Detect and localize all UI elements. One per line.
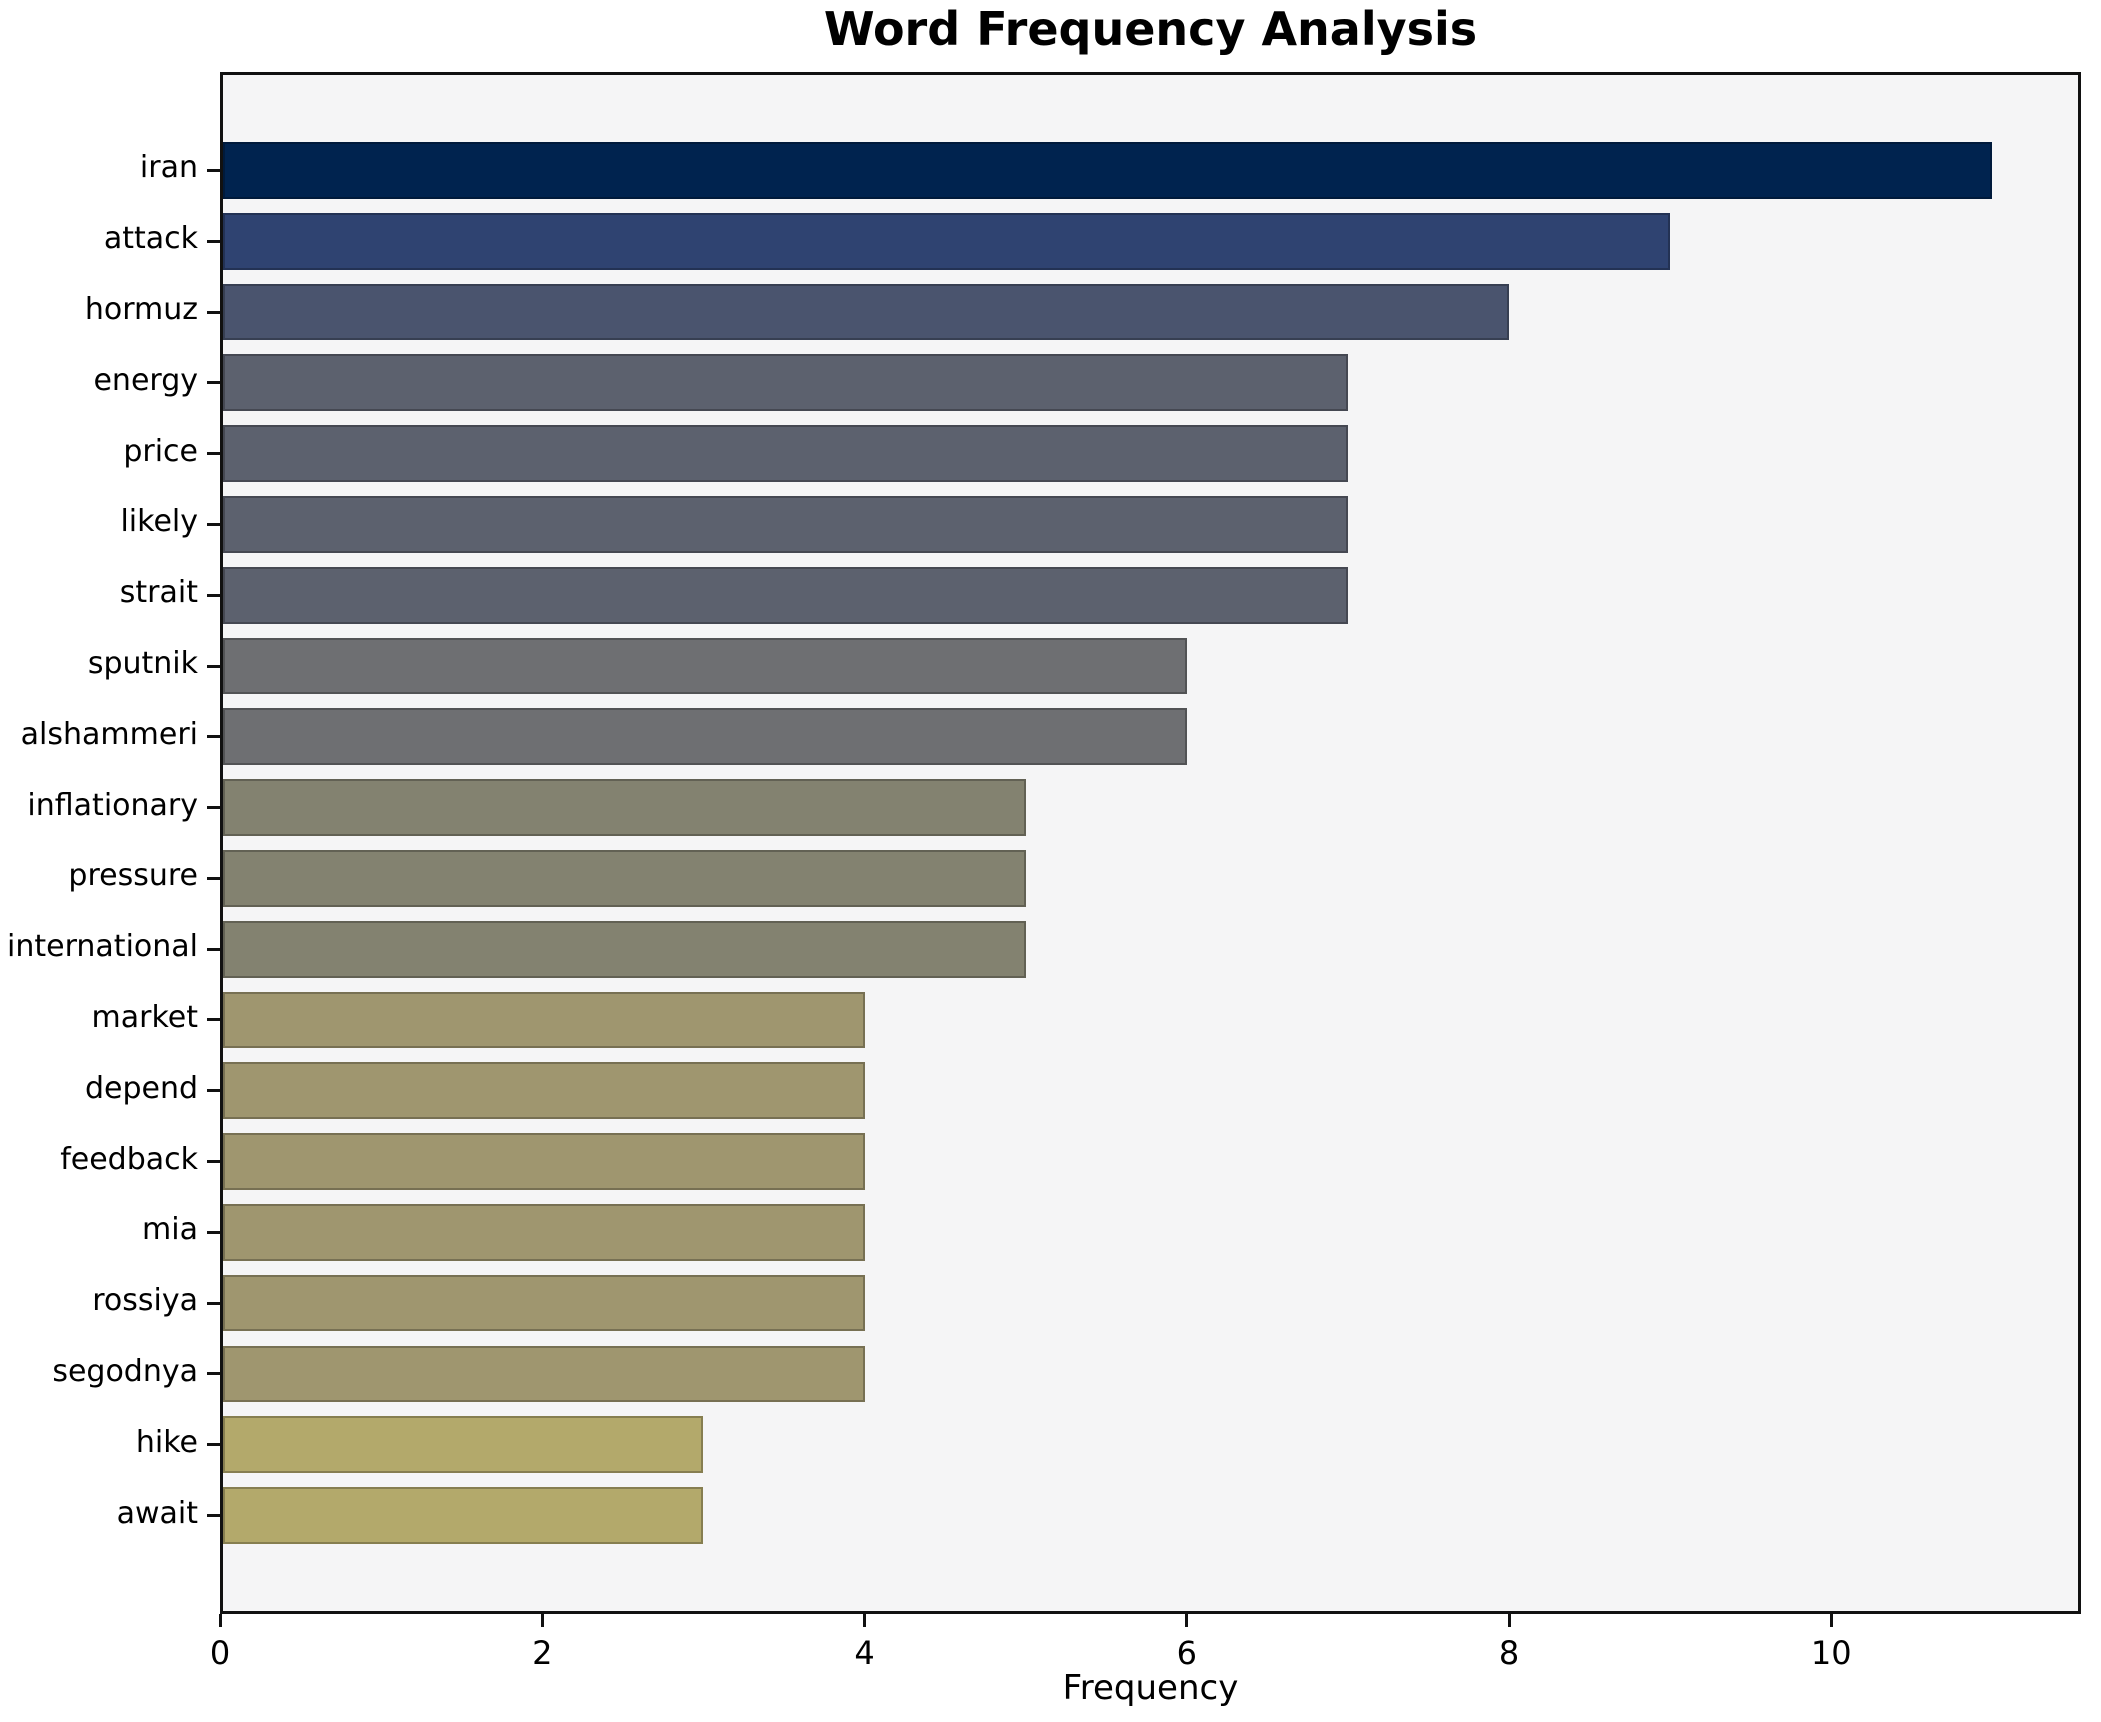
- bar-await: [223, 1487, 704, 1544]
- chart-title: Word Frequency Analysis: [823, 2, 1478, 56]
- y-tick-mark: [207, 1514, 220, 1518]
- bar-energy: [223, 354, 1348, 412]
- bar-market: [223, 991, 865, 1049]
- bar-depend: [223, 1062, 865, 1120]
- bar-price: [223, 425, 1348, 482]
- y-tick-label-attack: attack: [103, 221, 198, 257]
- y-tick-label-hormuz: hormuz: [84, 292, 198, 327]
- bar-hormuz: [223, 283, 1509, 341]
- bar-segodnya: [223, 1345, 865, 1403]
- bar-mia: [223, 1204, 865, 1261]
- bar-pressure: [223, 850, 1026, 907]
- y-tick-mark: [207, 1018, 220, 1022]
- bar-attack: [223, 212, 1671, 270]
- x-tick-mark: [1829, 1614, 1833, 1627]
- y-tick-mark: [207, 452, 220, 456]
- y-tick-label-iran: iran: [139, 150, 198, 186]
- x-tick-mark: [1507, 1614, 1511, 1627]
- bar-alshammeri: [223, 708, 1187, 766]
- bar-international: [223, 920, 1026, 978]
- x-tick-mark: [1185, 1614, 1189, 1627]
- bar-likely: [223, 496, 1348, 553]
- x-tick-mark: [540, 1614, 544, 1627]
- y-tick-label-international: international: [7, 929, 198, 965]
- x-tick-label-4: 4: [854, 1634, 875, 1672]
- y-tick-mark: [207, 876, 220, 880]
- y-tick-label-mia: mia: [142, 1212, 198, 1248]
- x-tick-label-8: 8: [1498, 1634, 1520, 1672]
- y-tick-label-await: await: [116, 1495, 198, 1531]
- y-tick-mark: [207, 1089, 220, 1093]
- y-tick-label-alshammeri: alshammeri: [20, 716, 198, 752]
- bar-sputnik: [223, 637, 1187, 695]
- y-tick-label-inflationary: inflationary: [27, 787, 198, 823]
- bar-strait: [223, 566, 1348, 624]
- y-tick-label-sputnik: sputnik: [87, 646, 198, 681]
- y-tick-mark: [207, 522, 220, 526]
- y-tick-label-segodnya: segodnya: [52, 1353, 198, 1389]
- y-tick-mark: [207, 168, 220, 172]
- y-tick-mark: [207, 1301, 220, 1305]
- bar-inflationary: [223, 779, 1026, 836]
- y-tick-label-market: market: [91, 999, 198, 1035]
- y-tick-mark: [207, 947, 220, 951]
- x-tick-mark: [863, 1614, 866, 1627]
- x-tick-label-0: 0: [209, 1634, 231, 1672]
- x-tick-mark: [218, 1614, 222, 1627]
- y-tick-mark: [207, 381, 220, 385]
- y-tick-mark: [207, 806, 220, 810]
- y-tick-label-hike: hike: [135, 1424, 198, 1460]
- y-tick-mark: [207, 239, 220, 243]
- x-tick-label-6: 6: [1176, 1634, 1197, 1672]
- bar-rossiya: [223, 1274, 865, 1332]
- y-tick-mark: [207, 735, 220, 739]
- y-tick-label-strait: strait: [119, 575, 198, 611]
- bar-hike: [223, 1416, 704, 1474]
- x-tick-label-10: 10: [1810, 1634, 1852, 1672]
- y-tick-mark: [207, 593, 220, 597]
- y-tick-mark: [207, 1372, 220, 1376]
- y-tick-mark: [207, 1443, 220, 1447]
- y-tick-label-pressure: pressure: [68, 858, 198, 894]
- bar-feedback: [223, 1133, 865, 1190]
- y-tick-label-depend: depend: [84, 1070, 198, 1106]
- y-tick-mark: [207, 1230, 220, 1234]
- y-tick-label-rossiya: rossiya: [92, 1283, 198, 1319]
- y-tick-label-price: price: [123, 433, 198, 469]
- x-axis-title: Frequency: [1062, 1668, 1239, 1708]
- y-tick-mark: [207, 664, 220, 668]
- y-tick-mark: [207, 310, 220, 314]
- y-tick-label-feedback: feedback: [60, 1141, 198, 1177]
- x-tick-label-2: 2: [532, 1634, 553, 1672]
- y-tick-mark: [207, 1160, 220, 1164]
- y-tick-label-energy: energy: [93, 362, 198, 398]
- bar-iran: [223, 142, 1993, 199]
- y-tick-label-likely: likely: [120, 504, 198, 540]
